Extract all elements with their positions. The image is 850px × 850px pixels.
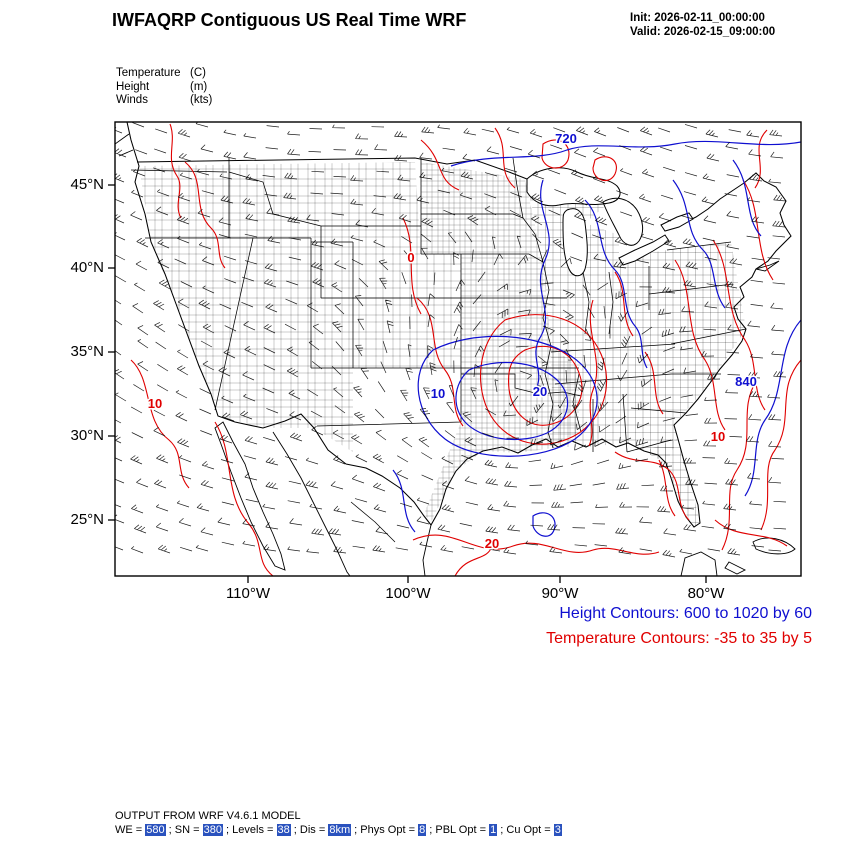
legend-winds-unit: (kts) (190, 94, 213, 106)
height-contour (532, 512, 556, 537)
height-contour (455, 361, 569, 441)
param-label: WE = (115, 824, 146, 836)
y-axis-tick-45n: 45°N (70, 176, 104, 193)
county-texture-plains (421, 162, 579, 522)
temperature-contour (674, 259, 726, 431)
temperature-contour (754, 129, 768, 189)
state-boundaries (130, 157, 747, 543)
height-contour (450, 140, 801, 167)
y-axis-tick-30n: 30°N (70, 427, 104, 444)
contour-label: 720 (555, 131, 577, 146)
valid-time: Valid: 2026-02-15_09:00:00 (630, 26, 776, 38)
height-contour (535, 179, 550, 391)
param-value: 580 (145, 824, 166, 836)
temperature-contour (614, 271, 634, 337)
param-label: ; Cu Opt = (497, 824, 554, 836)
mexico-and-islands-coast (115, 133, 796, 576)
temperature-contour (658, 459, 676, 517)
param-value: 380 (202, 824, 223, 836)
param-value: 8 (418, 824, 427, 836)
temperature-contour (130, 359, 190, 489)
us-coastline (126, 122, 792, 528)
contour-label: 0 (407, 250, 414, 265)
height-contour (744, 319, 801, 497)
legend-row-temperature: Temperature (C) (116, 67, 212, 81)
temperature-contour (614, 451, 690, 521)
legend-winds-name: Winds (116, 94, 148, 106)
model-output-line: OUTPUT FROM WRF V4.6.1 MODEL (115, 810, 301, 822)
temperature-contour (588, 299, 598, 447)
legend-temperature-name: Temperature (116, 67, 181, 79)
contour-label: 20 (485, 536, 499, 551)
legend-height-name: Height (116, 80, 150, 93)
x-axis-tick-110w: 110°W (225, 585, 271, 602)
legend-temperature-unit: (C) (190, 67, 206, 79)
wind-barbs (115, 122, 787, 558)
contour-label: 20 (533, 384, 547, 399)
map-frame (114, 121, 802, 577)
temperature-contour (592, 156, 617, 182)
x-axis-tick-100w: 100°W (385, 585, 431, 602)
temperature-contour (714, 519, 788, 547)
canada-border (136, 157, 528, 180)
param-label: ; Levels = (222, 824, 277, 836)
variable-legend: Temperature (C) Height (m) Winds (kts) (116, 67, 212, 108)
model-params-line: WE = 580 ; SN = 380 ; Levels = 38 ; Dis … (115, 824, 562, 836)
temperature-contour (402, 217, 422, 315)
great-lakes (526, 167, 694, 277)
temperature-contour (480, 314, 608, 445)
temperature-contour (712, 239, 766, 411)
y-axis-tick-40n: 40°N (70, 259, 104, 276)
param-label: ; Phys Opt = (351, 824, 419, 836)
height-contour-legend: Height Contours: 600 to 1020 by 60 (559, 605, 812, 622)
legend-height-unit: (m) (190, 80, 208, 93)
y-axis-tick-25n: 25°N (70, 511, 104, 528)
height-contour (672, 179, 726, 309)
temperature-contour (420, 139, 460, 191)
temperature-contour (494, 127, 516, 189)
temperature-contour (507, 345, 583, 426)
contour-label: 840 (735, 374, 757, 389)
init-time: Init: 2026-02-11_00:00:00 (630, 12, 765, 24)
temperature-contour (214, 421, 274, 576)
contour-label: 10 (431, 386, 445, 401)
map-area: 720 840 20 10 10 10 20 0 (105, 112, 811, 586)
param-value: 3 (553, 824, 562, 836)
temperature-contour (742, 179, 774, 281)
height-contour (584, 199, 648, 369)
run-stamps: Init: 2026-02-11_00:00:00 Valid: 2026-02… (630, 11, 775, 39)
contour-label: 10 (148, 396, 162, 411)
y-axis-tick-35n: 35°N (70, 343, 104, 360)
temperature-contour (541, 139, 570, 169)
param-value: 38 (276, 824, 291, 836)
param-label: ; SN = (165, 824, 203, 836)
param-label: ; PBL Opt = (426, 824, 490, 836)
temperature-contour (184, 161, 226, 269)
contour-label: 10 (711, 429, 725, 444)
plot-title: IWFAQRP Contiguous US Real Time WRF (112, 10, 467, 30)
map-content: 720 840 20 10 10 10 20 0 (115, 122, 801, 576)
legend-row-winds: Winds (kts) (116, 94, 212, 108)
param-value: 8km (328, 824, 352, 836)
temperature-contour (169, 123, 182, 219)
x-axis-tick-90w: 90°W (541, 585, 579, 602)
temperature-contour (760, 359, 801, 531)
county-texture-florida (628, 439, 700, 527)
param-value: 1 (489, 824, 498, 836)
x-axis-tick-80w: 80°W (687, 585, 725, 602)
height-contour (392, 469, 416, 533)
temperature-contour-legend: Temperature Contours: -35 to 35 by 5 (546, 630, 812, 647)
map-svg: 720 840 20 10 10 10 20 0 (108, 121, 802, 583)
temperature-contour (721, 379, 758, 551)
param-label: ; Dis = (290, 824, 329, 836)
legend-row-height: Height (m) (116, 81, 212, 95)
temperature-contour (644, 351, 664, 415)
height-contour (417, 335, 598, 457)
